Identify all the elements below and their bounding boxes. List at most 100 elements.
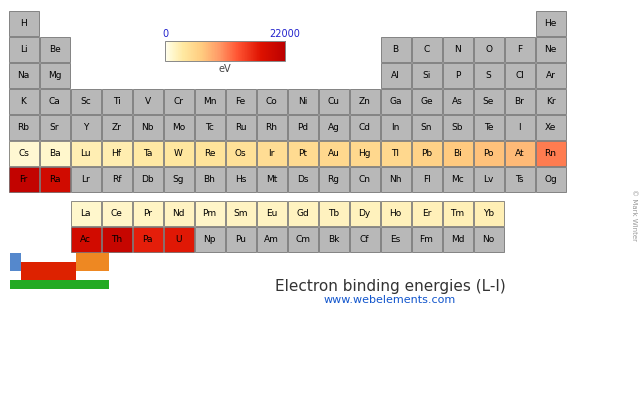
Bar <box>212 41 213 61</box>
Text: Bk: Bk <box>328 234 339 244</box>
Text: Mc: Mc <box>451 174 464 184</box>
Bar <box>381 88 410 114</box>
Bar <box>197 41 198 61</box>
Bar <box>244 41 245 61</box>
Bar <box>219 41 220 61</box>
Bar <box>163 226 193 252</box>
Bar <box>221 41 223 61</box>
Bar <box>474 62 504 88</box>
Text: Mn: Mn <box>203 96 216 106</box>
Text: Ce: Ce <box>111 208 122 218</box>
Bar <box>187 41 188 61</box>
Bar <box>195 41 196 61</box>
Bar <box>182 41 184 61</box>
Bar <box>442 62 472 88</box>
Text: Sb: Sb <box>452 122 463 132</box>
Bar <box>259 41 260 61</box>
Text: Cu: Cu <box>328 96 339 106</box>
Bar <box>260 41 262 61</box>
Bar <box>236 41 237 61</box>
Bar <box>269 41 271 61</box>
Bar <box>76 253 109 271</box>
Text: At: At <box>515 148 524 158</box>
Bar <box>381 36 410 62</box>
Bar <box>256 41 257 61</box>
Bar <box>257 41 259 61</box>
Text: Sm: Sm <box>233 208 248 218</box>
Bar <box>199 41 200 61</box>
Bar <box>170 41 172 61</box>
Text: B: B <box>392 44 399 54</box>
Bar <box>412 114 442 140</box>
Bar <box>102 114 131 140</box>
Bar <box>211 41 212 61</box>
Bar <box>183 41 184 61</box>
Text: Li: Li <box>20 44 28 54</box>
Bar <box>274 41 275 61</box>
Text: Rh: Rh <box>266 122 278 132</box>
Text: Am: Am <box>264 234 279 244</box>
Text: Yb: Yb <box>483 208 494 218</box>
Bar <box>167 41 168 61</box>
Bar <box>287 114 317 140</box>
Bar <box>177 41 178 61</box>
Text: Ds: Ds <box>297 174 308 184</box>
Bar <box>191 41 193 61</box>
Bar <box>168 41 170 61</box>
Bar <box>223 41 224 61</box>
Text: Dy: Dy <box>358 208 371 218</box>
Text: S: S <box>486 70 492 80</box>
Bar <box>276 41 277 61</box>
Bar <box>504 166 534 192</box>
Bar <box>188 41 189 61</box>
Bar <box>381 140 410 166</box>
Bar <box>195 140 225 166</box>
Text: Mg: Mg <box>48 70 61 80</box>
Bar <box>204 41 205 61</box>
Bar <box>258 41 259 61</box>
Bar <box>226 41 227 61</box>
Text: Si: Si <box>422 70 431 80</box>
Bar <box>257 140 287 166</box>
Bar <box>536 10 566 36</box>
Bar <box>202 41 204 61</box>
Bar <box>198 41 200 61</box>
Bar <box>259 41 260 61</box>
Bar <box>247 41 248 61</box>
Bar <box>253 41 254 61</box>
Text: La: La <box>80 208 91 218</box>
Text: Sc: Sc <box>80 96 91 106</box>
Text: Rb: Rb <box>17 122 29 132</box>
Bar <box>184 41 185 61</box>
Text: Co: Co <box>266 96 277 106</box>
Bar <box>222 41 223 61</box>
Bar <box>70 114 100 140</box>
Text: Ir: Ir <box>268 148 275 158</box>
Bar <box>102 166 131 192</box>
Bar <box>381 62 410 88</box>
Bar <box>195 114 225 140</box>
Bar <box>198 41 199 61</box>
Bar <box>278 41 279 61</box>
Bar <box>226 41 227 61</box>
Bar <box>412 226 442 252</box>
Text: Ti: Ti <box>113 96 120 106</box>
Bar <box>217 41 218 61</box>
Bar <box>223 41 224 61</box>
Text: Mt: Mt <box>266 174 277 184</box>
Text: Es: Es <box>390 234 401 244</box>
Bar <box>132 166 163 192</box>
Bar <box>474 226 504 252</box>
Text: www.webelements.com: www.webelements.com <box>324 295 456 305</box>
Bar <box>283 41 284 61</box>
Bar <box>412 88 442 114</box>
Text: O: O <box>485 44 492 54</box>
Bar <box>192 41 193 61</box>
Bar <box>180 41 181 61</box>
Bar <box>536 114 566 140</box>
Bar <box>190 41 191 61</box>
Bar <box>257 226 287 252</box>
Bar <box>10 280 109 289</box>
Bar <box>287 166 317 192</box>
Bar <box>225 140 255 166</box>
